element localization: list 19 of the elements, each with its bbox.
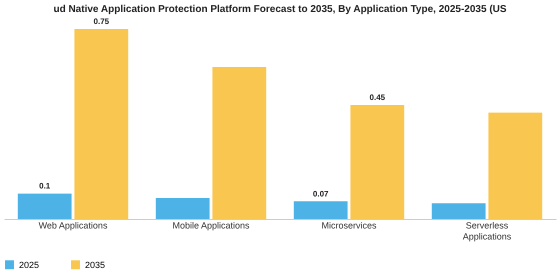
x-tick-label: Microservices bbox=[321, 220, 377, 230]
x-tick-label: Serverless Applications bbox=[462, 220, 512, 242]
data-label: 0.1 bbox=[39, 182, 51, 191]
data-label: 0.75 bbox=[94, 17, 110, 26]
bar bbox=[74, 29, 128, 219]
bar bbox=[294, 201, 348, 219]
bar bbox=[18, 194, 72, 219]
chart-title: ud Native Application Protection Platform Forecast to 2035, By Application Type, 2025-2035 (US bbox=[53, 4, 507, 15]
bar bbox=[212, 67, 266, 219]
bar bbox=[432, 203, 486, 219]
legend-label: 2035 bbox=[85, 260, 106, 270]
data-label: 0.07 bbox=[312, 189, 330, 198]
bar bbox=[156, 198, 210, 219]
x-tick-label: Web Applications bbox=[38, 220, 108, 230]
bar bbox=[488, 112, 542, 219]
data-label: 0.45 bbox=[370, 93, 386, 102]
x-tick-label: Mobile Applications bbox=[172, 220, 250, 230]
legend-label: 2025 bbox=[19, 260, 40, 270]
bar bbox=[350, 105, 404, 219]
